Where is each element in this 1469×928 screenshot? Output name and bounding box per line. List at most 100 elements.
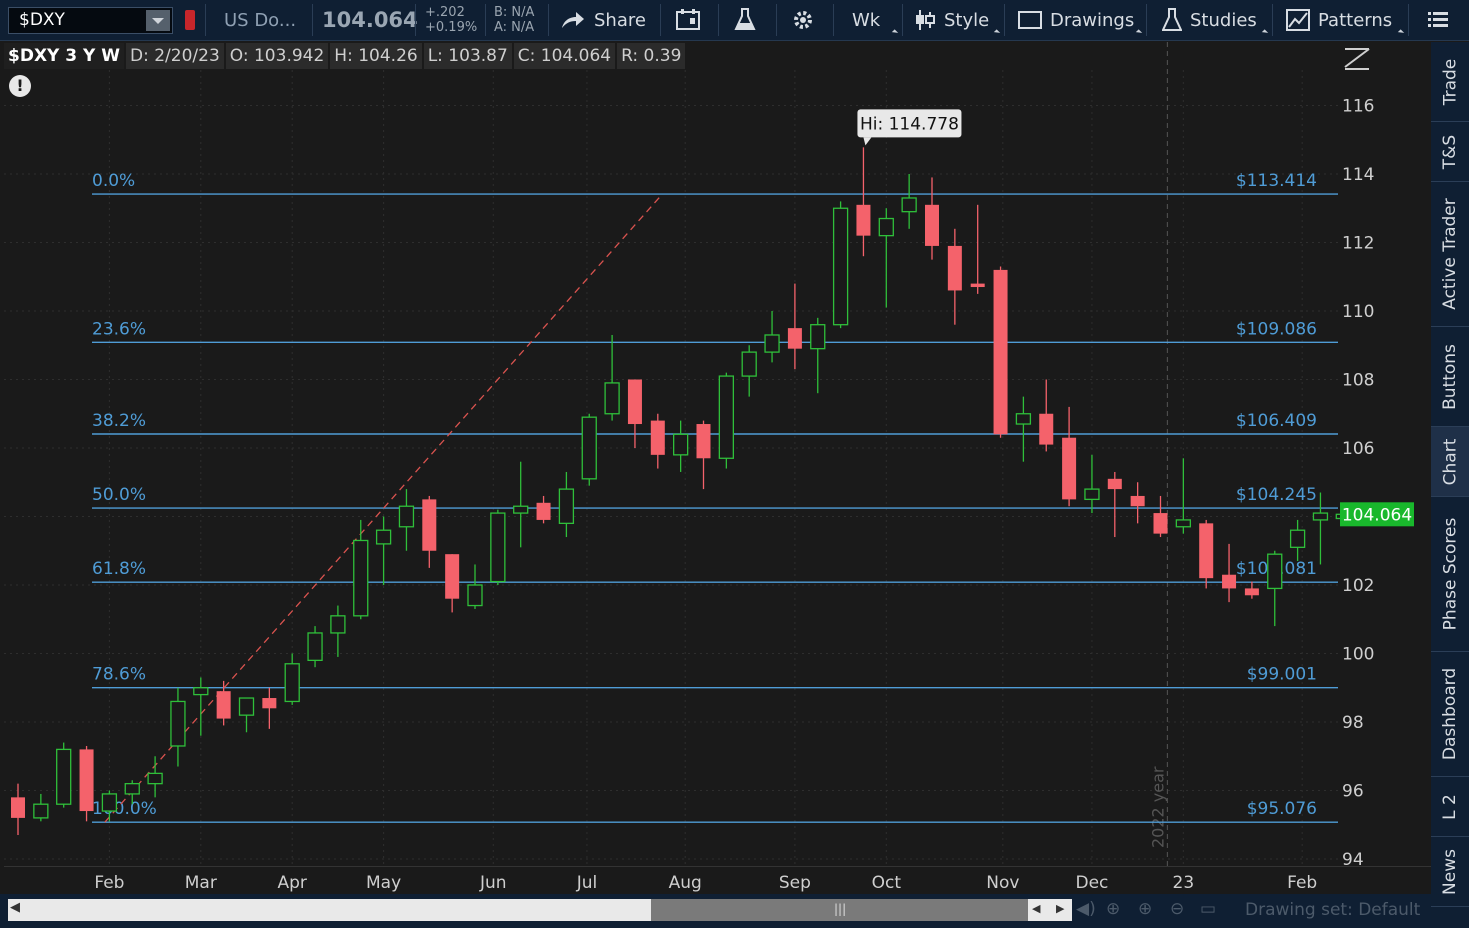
x-tick-label: Dec xyxy=(1075,873,1108,893)
x-tick-label: Jul xyxy=(576,873,598,893)
info-low: L: 103.87 xyxy=(423,43,512,69)
tab-phase-scores[interactable]: Phase Scores xyxy=(1431,497,1469,652)
studies-button[interactable]: Studies xyxy=(1162,0,1270,40)
drawings-icon xyxy=(1018,11,1042,29)
calendar-icon xyxy=(676,9,700,30)
symbol-text: $DXY xyxy=(19,10,65,30)
studies-flask-icon xyxy=(1162,8,1182,31)
caret-icon xyxy=(1397,29,1405,36)
warning-icon[interactable]: ! xyxy=(9,75,31,97)
tab-chart[interactable]: Chart xyxy=(1431,427,1469,497)
crosshair-icon[interactable]: ⊕ xyxy=(1106,899,1121,919)
time-axis[interactable]: Feb Mar Apr May Jun Jul Aug Sep Oct Nov Dec 23 Feb xyxy=(4,866,1431,895)
x-tick-label: Aug xyxy=(669,873,702,893)
patterns-icon xyxy=(1286,9,1310,31)
net-change: +.202 xyxy=(425,5,465,20)
tab-label: L 2 xyxy=(1439,793,1460,820)
x-tick-label: 23 xyxy=(1173,873,1195,893)
x-tick-label: Jun xyxy=(479,873,507,893)
calendar-button[interactable] xyxy=(676,0,700,40)
candles-icon xyxy=(916,10,935,30)
zoom-in-icon[interactable]: ⊕ xyxy=(1138,899,1153,919)
scroll-thumb[interactable]: ||| xyxy=(651,899,1028,921)
style-label: Style xyxy=(944,9,990,31)
tab-level2[interactable]: L 2 xyxy=(1431,777,1469,837)
gear-icon xyxy=(794,11,812,29)
flask-button[interactable] xyxy=(734,0,756,40)
caret-icon xyxy=(1135,29,1143,36)
zoom-out-icon[interactable]: ⊖ xyxy=(1170,899,1185,919)
tab-buttons[interactable]: Buttons xyxy=(1431,327,1469,427)
info-date: D: 2/20/23 xyxy=(126,43,224,69)
change-block: +.202 +0.19% xyxy=(425,0,477,40)
info-high: H: 104.26 xyxy=(330,43,422,69)
caret-icon xyxy=(891,29,899,36)
price-axis[interactable] xyxy=(1338,42,1431,866)
x-tick-label: Apr xyxy=(277,873,306,893)
toolbar: $DXY US Do... 104.064 +.202 +0.19% B: N/… xyxy=(0,0,1469,41)
chart-scrollbar: ◀ ||| ◀ ▶ ◀) ⊕ ⊕ ⊖ ▭ Drawing set: Defaul… xyxy=(0,894,1431,928)
drawing-set-icon[interactable]: ▭ xyxy=(1200,899,1217,919)
symbol-input[interactable]: $DXY xyxy=(8,7,173,34)
x-tick-label: Sep xyxy=(779,873,811,893)
timeframe-label: Wk xyxy=(852,9,881,31)
tab-label: Dashboard xyxy=(1440,667,1461,761)
drawings-label: Drawings xyxy=(1050,9,1135,31)
tab-active-trader[interactable]: Active Trader xyxy=(1431,182,1469,327)
info-symbol: $DXY 3 Y W xyxy=(4,43,125,69)
scroll-next-icon[interactable]: ▶ xyxy=(1056,902,1065,915)
info-bar: $DXY 3 Y W D: 2/20/23 O: 103.942 H: 104.… xyxy=(4,43,687,69)
share-button[interactable]: Share xyxy=(560,0,660,40)
tab-news[interactable]: News xyxy=(1431,837,1469,907)
bid-ask-block: B: N/A A: N/A xyxy=(494,0,534,40)
expand-axis-icon[interactable] xyxy=(1343,45,1371,71)
patterns-button[interactable]: Patterns xyxy=(1286,0,1406,40)
timeframe-button[interactable]: Wk xyxy=(852,0,900,40)
studies-label: Studies xyxy=(1190,9,1257,31)
patterns-label: Patterns xyxy=(1318,9,1393,31)
x-tick-label: Oct xyxy=(872,873,902,893)
scroll-left-icon[interactable]: ◀ xyxy=(10,900,20,915)
tab-dashboard[interactable]: Dashboard xyxy=(1431,652,1469,777)
x-tick-label: May xyxy=(366,873,401,893)
share-icon xyxy=(562,12,584,28)
tab-label: Phase Scores xyxy=(1440,517,1461,631)
tab-label: News xyxy=(1440,848,1460,895)
right-sidebar: Trade T&S Active Trader Buttons Chart Ph… xyxy=(1431,42,1469,928)
tab-label: Active Trader xyxy=(1440,198,1460,310)
bid: B: N/A xyxy=(494,5,535,20)
tab-label: Chart xyxy=(1440,438,1460,485)
pct-change: +0.19% xyxy=(425,20,478,35)
menu-button[interactable] xyxy=(1428,0,1448,40)
time-axis-svg: Feb Mar Apr May Jun Jul Aug Sep Oct Nov Dec 23 Feb xyxy=(94,873,1317,893)
x-tick-label: Feb xyxy=(94,873,124,893)
info-range: R: 0.39 xyxy=(617,43,686,69)
ask: A: N/A xyxy=(494,20,535,35)
info-open: O: 103.942 xyxy=(225,43,329,69)
tab-ts[interactable]: T&S xyxy=(1431,122,1469,182)
share-label: Share xyxy=(594,9,646,31)
grip-icon: ||| xyxy=(834,902,847,916)
x-tick-label: Mar xyxy=(185,873,217,893)
settings-button[interactable] xyxy=(791,0,815,40)
tab-label: T&S xyxy=(1440,134,1460,169)
drawings-button[interactable]: Drawings xyxy=(1018,0,1144,40)
style-button[interactable]: Style xyxy=(914,0,1002,40)
symbol-description: US Do... xyxy=(224,9,297,31)
scroll-prev-icon[interactable]: ◀ xyxy=(1032,902,1041,915)
tab-trade[interactable]: Trade xyxy=(1431,42,1469,122)
caret-icon xyxy=(1261,29,1269,36)
symbol-dropdown-button[interactable] xyxy=(146,10,170,31)
alert-flag-icon[interactable] xyxy=(185,10,195,30)
drawing-set-label[interactable]: Drawing set: Default xyxy=(1245,900,1421,920)
tab-label: Buttons xyxy=(1440,343,1460,410)
speaker-icon[interactable]: ◀) xyxy=(1076,899,1096,919)
flask-icon xyxy=(734,8,756,30)
chart-plot-area[interactable] xyxy=(4,42,1338,866)
menu-icon xyxy=(1428,12,1448,27)
tab-label: Trade xyxy=(1440,58,1461,105)
last-price: 104.064 xyxy=(322,8,418,32)
x-tick-label: Feb xyxy=(1287,873,1317,893)
info-close: C: 104.064 xyxy=(513,43,616,69)
caret-icon xyxy=(993,29,1001,36)
